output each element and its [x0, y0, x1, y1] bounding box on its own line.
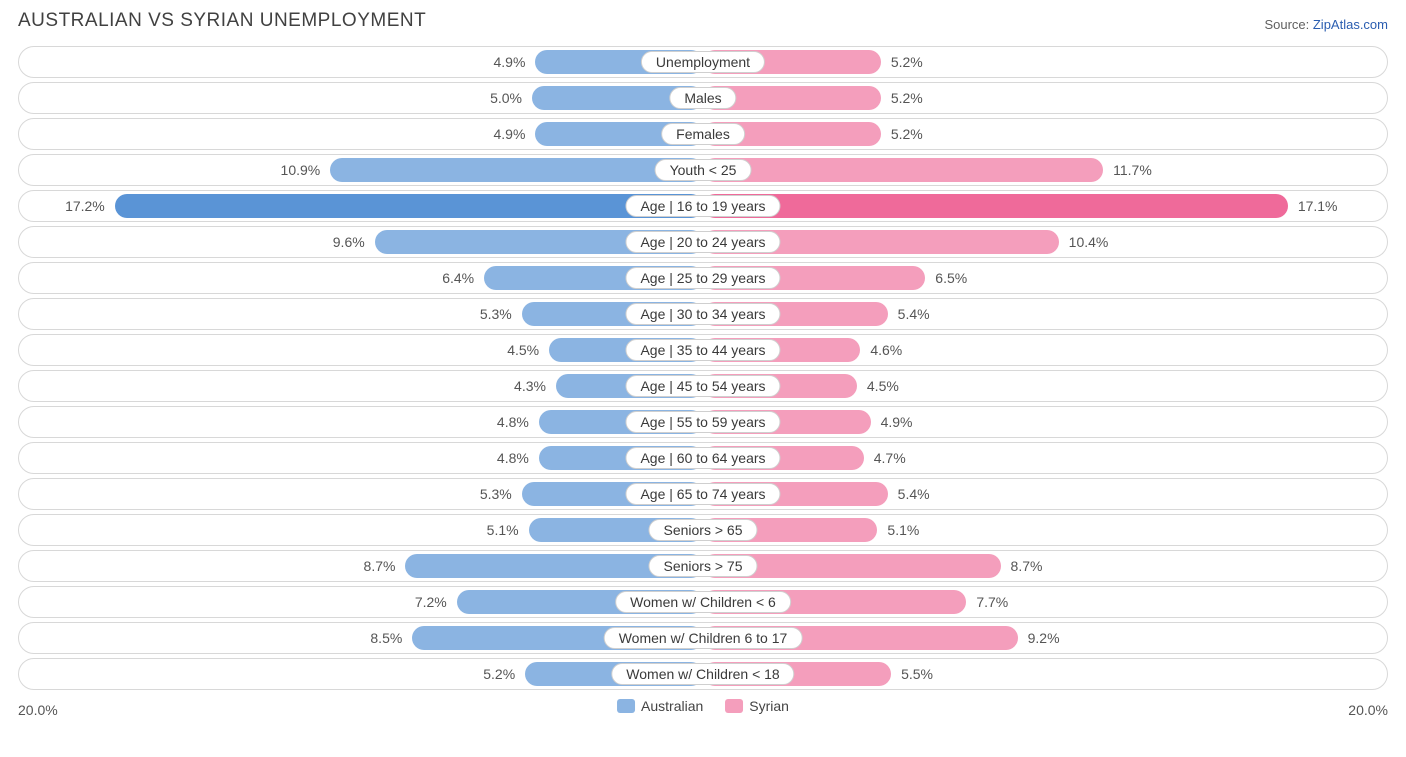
legend-item: Australian: [617, 698, 703, 714]
value-right: 5.2%: [891, 126, 923, 142]
legend-label: Syrian: [749, 698, 789, 714]
chart-footer: 20.0% 20.0% Australian Syrian: [18, 698, 1388, 728]
value-right: 8.7%: [1011, 558, 1043, 574]
chart-rows: 4.9% 5.2% Unemployment 5.0% 5.2% Males 4.9% 5.2…: [18, 46, 1388, 690]
chart-row: 8.7% 8.7% Seniors > 75: [18, 550, 1388, 582]
category-label: Age | 45 to 54 years: [625, 375, 780, 397]
value-right: 5.5%: [901, 666, 933, 682]
value-right: 11.7%: [1113, 162, 1152, 178]
value-left: 10.9%: [281, 162, 321, 178]
legend: Australian Syrian: [617, 698, 789, 714]
legend-swatch: [725, 699, 743, 713]
value-right: 4.5%: [867, 378, 899, 394]
legend-item: Syrian: [725, 698, 789, 714]
value-left: 5.2%: [483, 666, 515, 682]
chart-row: 4.5% 4.6% Age | 35 to 44 years: [18, 334, 1388, 366]
chart-title: AUSTRALIAN VS SYRIAN UNEMPLOYMENT: [18, 10, 426, 32]
chart-row: 5.3% 5.4% Age | 30 to 34 years: [18, 298, 1388, 330]
value-right: 5.2%: [891, 54, 923, 70]
value-right: 5.4%: [898, 306, 930, 322]
chart-header: AUSTRALIAN VS SYRIAN UNEMPLOYMENT Source…: [18, 10, 1388, 32]
category-label: Age | 60 to 64 years: [625, 447, 780, 469]
category-label: Youth < 25: [655, 159, 752, 181]
category-label: Women w/ Children 6 to 17: [604, 627, 803, 649]
bar-left: [330, 158, 703, 182]
category-label: Age | 20 to 24 years: [625, 231, 780, 253]
chart-container: AUSTRALIAN VS SYRIAN UNEMPLOYMENT Source…: [0, 0, 1406, 748]
category-label: Age | 16 to 19 years: [625, 195, 780, 217]
value-left: 9.6%: [333, 234, 365, 250]
category-label: Age | 30 to 34 years: [625, 303, 780, 325]
chart-row: 4.9% 5.2% Unemployment: [18, 46, 1388, 78]
bar-right: [703, 158, 1103, 182]
chart-row: 5.2% 5.5% Women w/ Children < 18: [18, 658, 1388, 690]
value-left: 4.8%: [497, 450, 529, 466]
chart-row: 4.8% 4.9% Age | 55 to 59 years: [18, 406, 1388, 438]
bar-right: [703, 194, 1288, 218]
value-right: 5.2%: [891, 90, 923, 106]
value-left: 5.0%: [490, 90, 522, 106]
value-right: 7.7%: [976, 594, 1008, 610]
chart-row: 8.5% 9.2% Women w/ Children 6 to 17: [18, 622, 1388, 654]
value-left: 8.5%: [370, 630, 402, 646]
value-left: 5.1%: [487, 522, 519, 538]
category-label: Age | 55 to 59 years: [625, 411, 780, 433]
chart-row: 10.9% 11.7% Youth < 25: [18, 154, 1388, 186]
category-label: Females: [661, 123, 745, 145]
value-right: 4.6%: [870, 342, 902, 358]
chart-row: 9.6% 10.4% Age | 20 to 24 years: [18, 226, 1388, 258]
chart-row: 5.0% 5.2% Males: [18, 82, 1388, 114]
value-left: 5.3%: [480, 486, 512, 502]
value-left: 8.7%: [364, 558, 396, 574]
legend-swatch: [617, 699, 635, 713]
value-left: 4.9%: [494, 54, 526, 70]
category-label: Age | 65 to 74 years: [625, 483, 780, 505]
source-link[interactable]: ZipAtlas.com: [1313, 17, 1388, 32]
value-left: 4.8%: [497, 414, 529, 430]
value-right: 5.4%: [898, 486, 930, 502]
value-left: 5.3%: [480, 306, 512, 322]
value-left: 6.4%: [442, 270, 474, 286]
value-right: 9.2%: [1028, 630, 1060, 646]
category-label: Unemployment: [641, 51, 765, 73]
value-right: 6.5%: [935, 270, 967, 286]
chart-row: 4.3% 4.5% Age | 45 to 54 years: [18, 370, 1388, 402]
chart-source: Source: ZipAtlas.com: [1264, 17, 1388, 32]
category-label: Seniors > 75: [649, 555, 758, 577]
source-prefix: Source:: [1264, 17, 1312, 32]
value-left: 17.2%: [65, 198, 105, 214]
bar-left: [115, 194, 703, 218]
category-label: Age | 25 to 29 years: [625, 267, 780, 289]
value-left: 7.2%: [415, 594, 447, 610]
category-label: Age | 35 to 44 years: [625, 339, 780, 361]
value-right: 4.7%: [874, 450, 906, 466]
value-right: 5.1%: [887, 522, 919, 538]
axis-max-right: 20.0%: [1348, 702, 1388, 718]
category-label: Seniors > 65: [649, 519, 758, 541]
chart-row: 6.4% 6.5% Age | 25 to 29 years: [18, 262, 1388, 294]
value-right: 4.9%: [881, 414, 913, 430]
value-left: 4.9%: [494, 126, 526, 142]
chart-row: 5.1% 5.1% Seniors > 65: [18, 514, 1388, 546]
category-label: Women w/ Children < 18: [611, 663, 794, 685]
value-right: 17.1%: [1298, 198, 1338, 214]
category-label: Women w/ Children < 6: [615, 591, 791, 613]
category-label: Males: [669, 87, 736, 109]
chart-row: 4.9% 5.2% Females: [18, 118, 1388, 150]
chart-row: 4.8% 4.7% Age | 60 to 64 years: [18, 442, 1388, 474]
legend-label: Australian: [641, 698, 703, 714]
chart-row: 7.2% 7.7% Women w/ Children < 6: [18, 586, 1388, 618]
chart-row: 5.3% 5.4% Age | 65 to 74 years: [18, 478, 1388, 510]
axis-max-left: 20.0%: [18, 702, 58, 718]
value-left: 4.3%: [514, 378, 546, 394]
value-right: 10.4%: [1069, 234, 1109, 250]
value-left: 4.5%: [507, 342, 539, 358]
chart-row: 17.2% 17.1% Age | 16 to 19 years: [18, 190, 1388, 222]
